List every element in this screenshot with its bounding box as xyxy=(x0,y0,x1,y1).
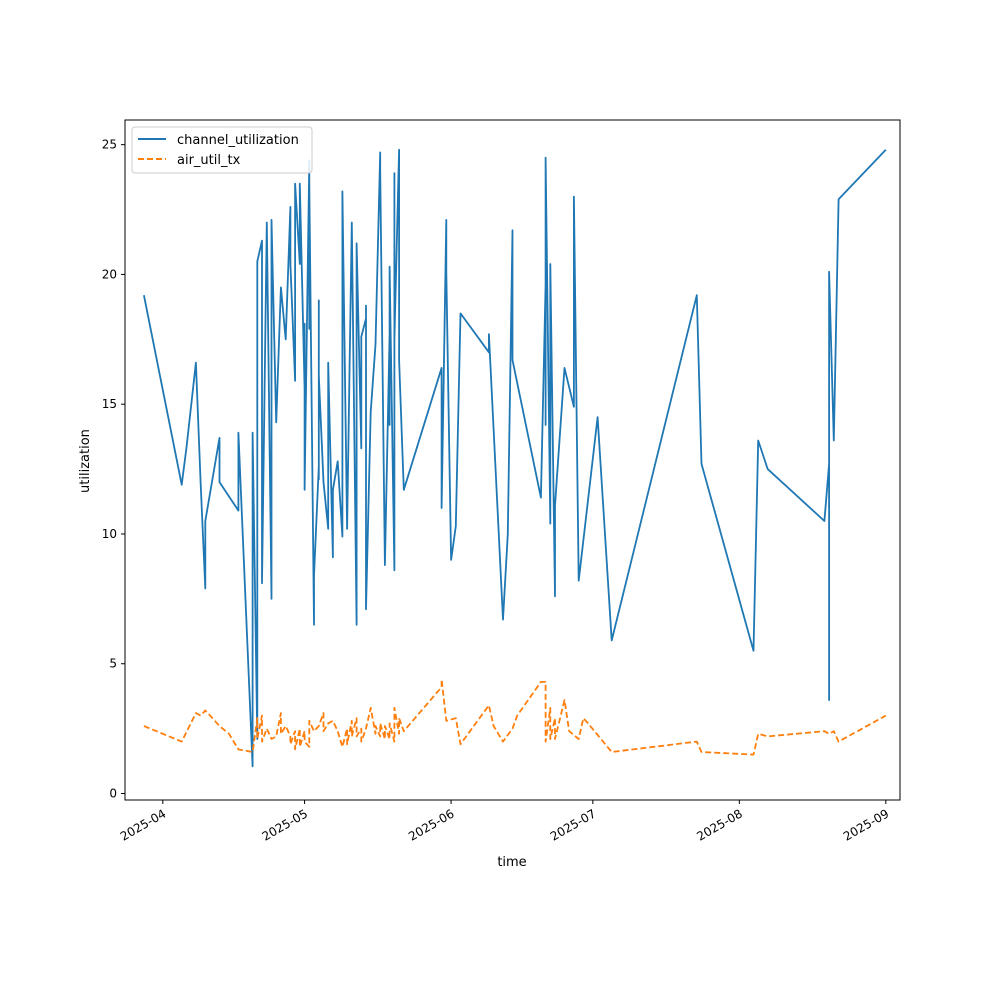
y-tick-label: 25 xyxy=(102,138,117,152)
x-axis-title: time xyxy=(497,855,526,870)
y-axis: 0 5 10 15 20 25 xyxy=(102,138,125,801)
series-line-channel-utilization xyxy=(143,148,887,768)
y-tick-label: 10 xyxy=(102,527,117,541)
legend-box xyxy=(131,126,313,174)
y-tick-label: 5 xyxy=(109,657,117,671)
series-line-air-util-tx xyxy=(143,678,887,756)
legend-label-channel-utilization: channel_utilization xyxy=(177,133,299,148)
y-tick-label: 0 xyxy=(109,787,117,801)
y-tick-label: 15 xyxy=(102,397,117,411)
series-layer xyxy=(143,148,887,768)
y-tick-label: 20 xyxy=(102,267,117,281)
legend-label-air-util-tx: air_util_tx xyxy=(177,153,241,168)
legend: channel_utilization air_util_tx xyxy=(131,126,313,174)
plot-frame xyxy=(124,119,901,801)
y-axis-title: utilization xyxy=(78,429,93,493)
